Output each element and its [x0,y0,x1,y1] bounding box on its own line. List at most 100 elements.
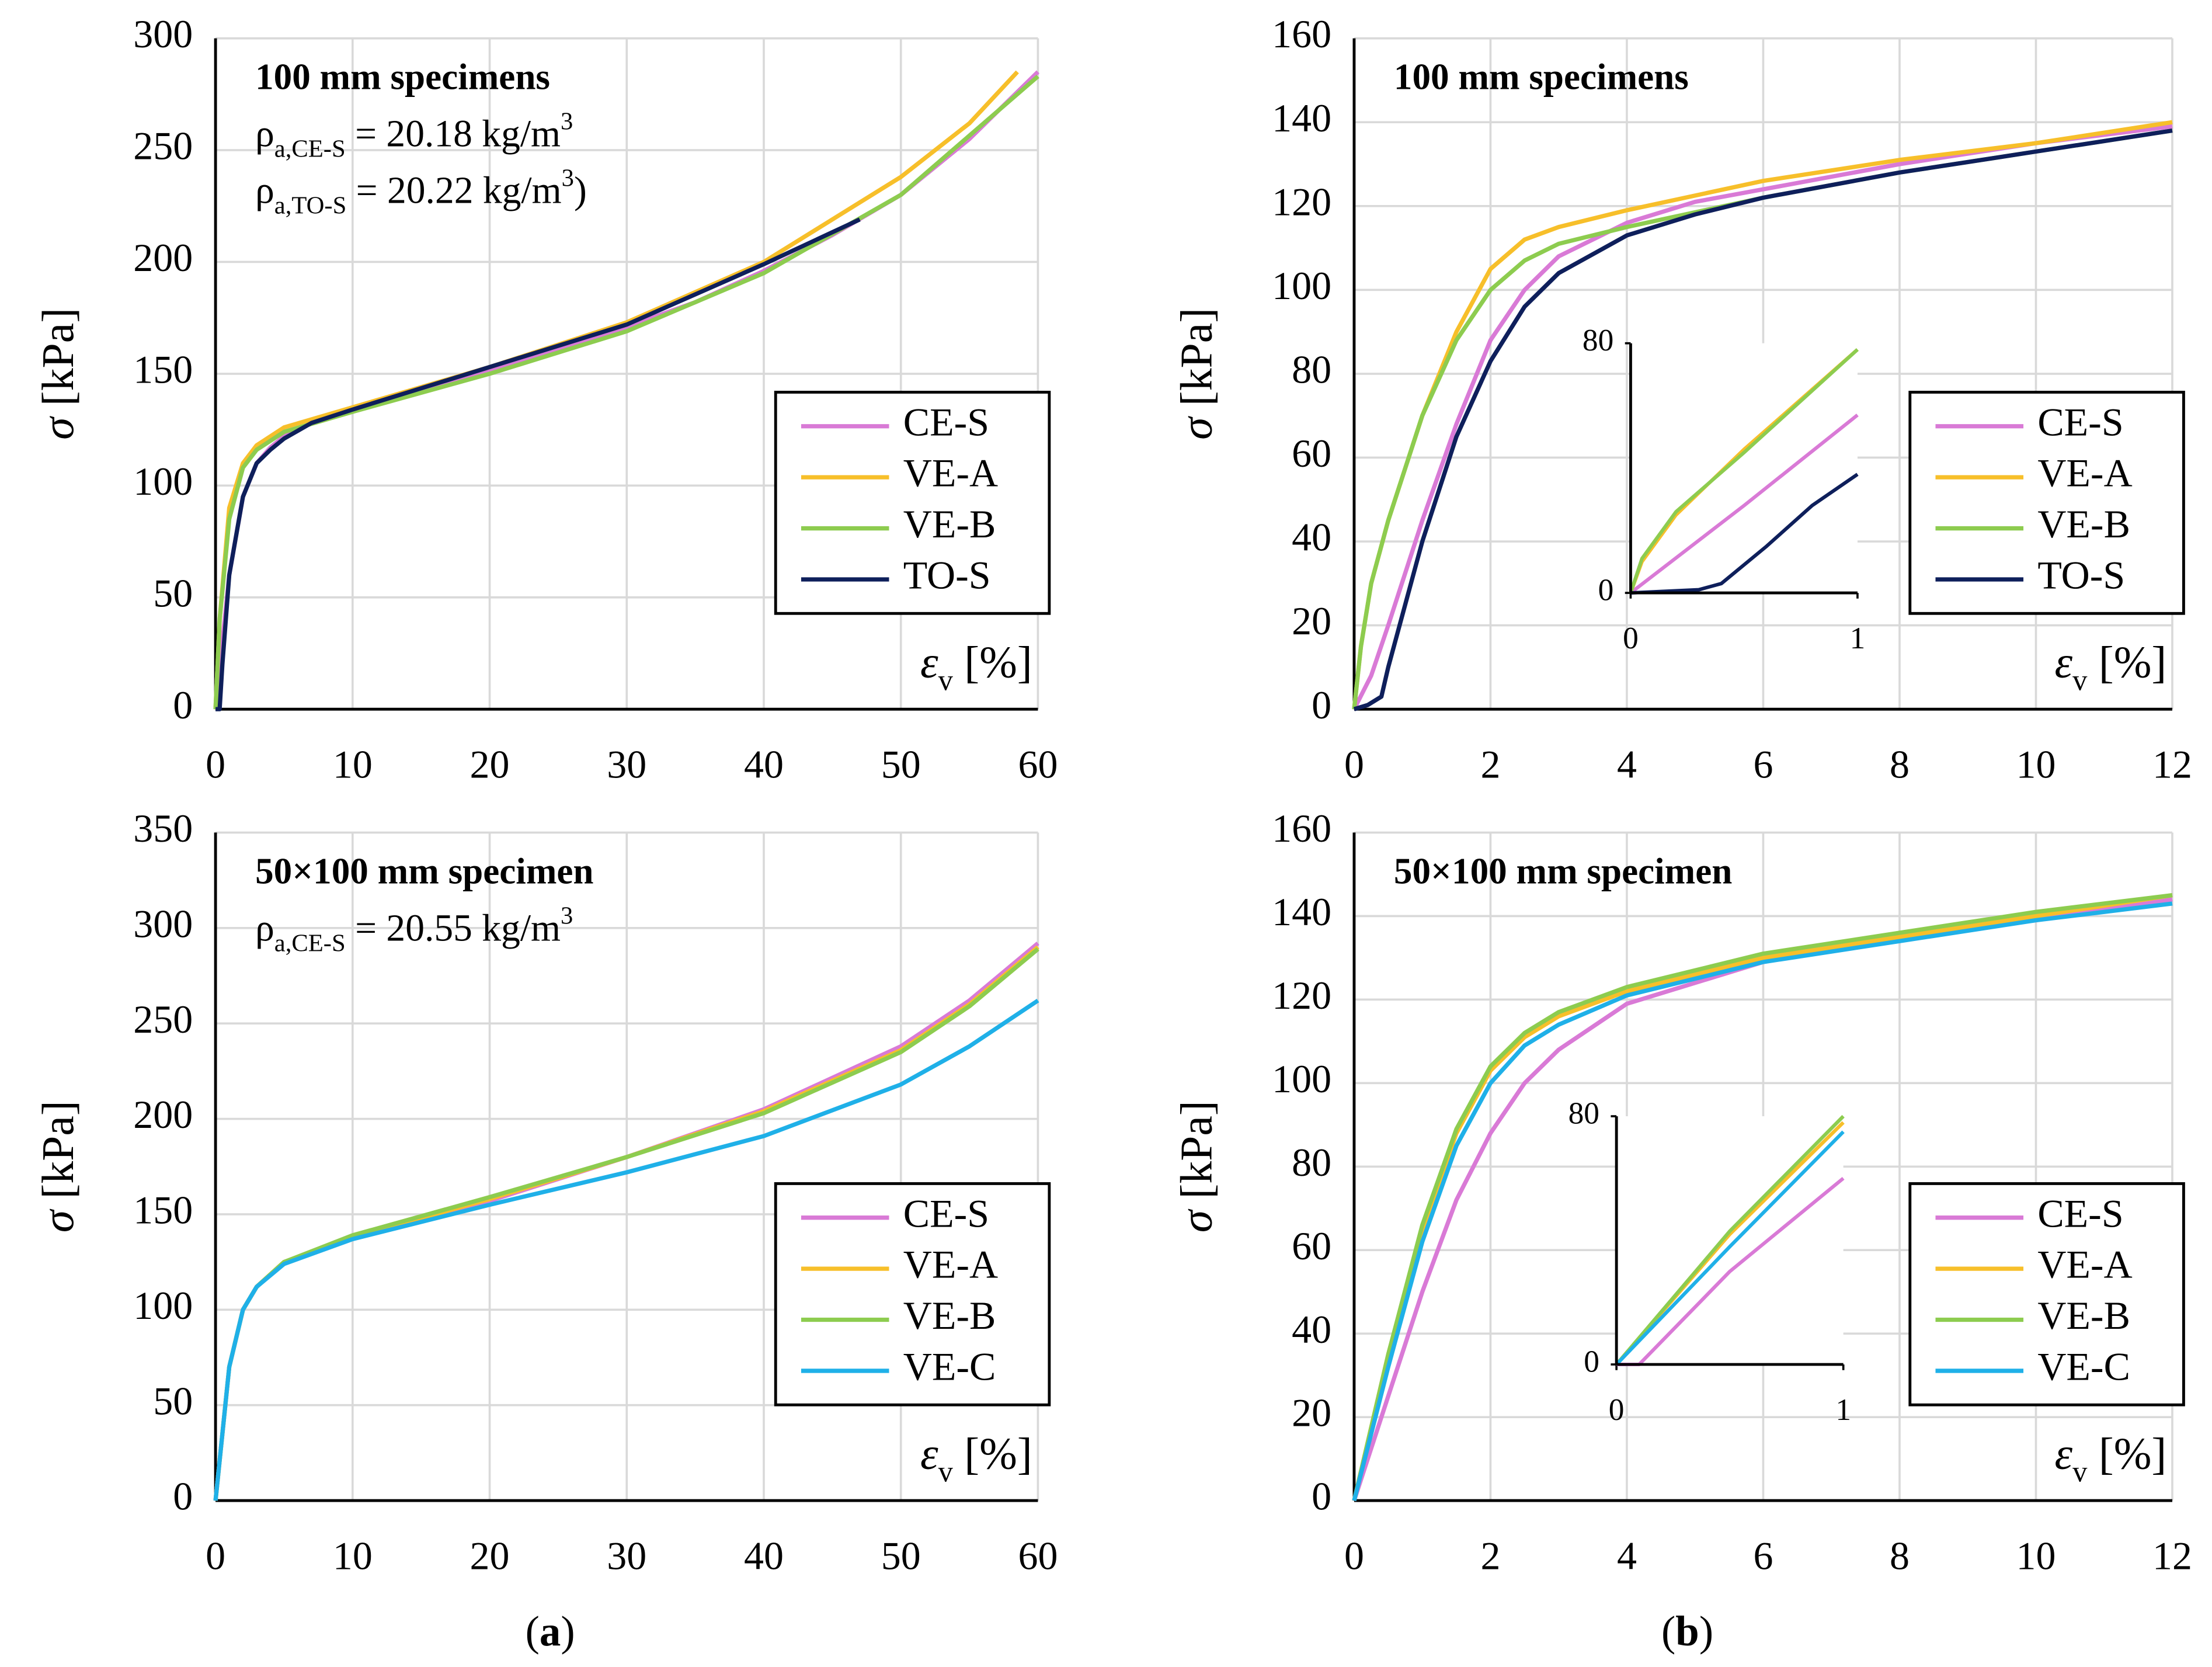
x-tick-label: 40 [744,742,784,787]
x-axis-label: εv [%] [2055,1428,2167,1488]
text-part: = 20.18 kg/m [346,113,561,155]
x-tick-label: 12 [2152,742,2192,787]
x-tick-label: 60 [1018,1534,1058,1578]
y-axis-label: σ [kPa] [1171,308,1222,440]
inset-x-tick-label: 0 [1623,620,1639,655]
text-part: ε [920,1428,938,1478]
y-tick-label: 120 [1272,973,1331,1017]
legend-label: CE-S [2037,1191,2123,1235]
legend-label: VE-B [903,1293,996,1338]
legend-label: VE-A [903,1242,998,1287]
annotation: 50×100 mm specimen [1394,851,1732,892]
x-tick-label: 30 [607,1534,646,1578]
text-part: v [2072,664,2088,696]
text-part: a,TO-S [274,192,346,220]
legend-label: VE-A [2037,451,2132,495]
x-tick-label: 2 [1480,1534,1500,1578]
y-tick-label: 100 [133,459,193,503]
x-tick-label: 50 [881,1534,921,1578]
y-tick-label: 250 [133,997,193,1041]
y-tick-label: 20 [1292,599,1331,643]
text-part: ) [561,1607,575,1655]
x-tick-label: 6 [1753,742,1773,787]
x-tick-label: 10 [333,742,373,787]
text-part: ε [2055,637,2073,687]
y-tick-label: 200 [133,235,193,280]
line [215,217,861,711]
legend-box [1908,391,2185,615]
text-part: 3 [561,902,573,930]
line [1615,1114,1845,1366]
inset-x-tick-label: 1 [1835,1392,1851,1427]
x-tick-label: 12 [2152,1534,2192,1578]
legend-label: CE-S [903,400,989,444]
line [213,998,1039,1501]
legend-label: TO-S [903,553,991,598]
y-tick-label: 40 [1292,1307,1331,1352]
y-tick-label: 120 [1272,179,1331,224]
legend-label: VE-B [2037,1293,2130,1338]
line [1629,414,1859,595]
line [1352,893,2173,1501]
line [1352,124,2173,710]
x-tick-label: 10 [2016,742,2056,787]
y-tick-label: 300 [133,901,193,946]
annotation: ρa,CE-S = 20.18 kg/m3 [255,108,573,163]
inset-y-tick-label: 0 [1598,572,1614,607]
x-axis-label: εv [%] [2055,637,2167,696]
text-part: b [1675,1607,1699,1655]
text-part: v [938,1455,954,1488]
text-part: σ [33,416,83,440]
x-tick-label: 20 [470,1534,510,1578]
text-part: a [540,1607,561,1655]
caption: (a) [526,1607,575,1655]
x-tick-label: 8 [1890,1534,1910,1578]
text-part: [%] [2087,637,2166,687]
x-tick-label: 0 [206,1534,225,1578]
text-part: 100 mm specimens [1394,57,1689,98]
text-part: [kPa] [33,308,83,418]
legend-label: VE-B [903,502,996,546]
y-tick-label: 60 [1292,431,1331,475]
y-tick-label: 50 [153,571,193,615]
y-tick-label: 300 [133,12,193,56]
text-part: [kPa] [1171,308,1222,418]
x-tick-label: 50 [881,742,921,787]
text-part: [%] [953,1428,1032,1478]
line [1629,348,1859,594]
annotation: ρa,CE-S = 20.55 kg/m3 [255,902,573,957]
text-part: [kPa] [1171,1100,1222,1210]
legend-label: VE-C [903,1345,996,1389]
line [1630,473,1859,595]
x-tick-label: 0 [1344,742,1364,787]
x-tick-label: 2 [1480,742,1500,787]
y-tick-label: 100 [133,1283,193,1328]
line [1352,901,2173,1502]
y-tick-label: 350 [133,806,193,850]
y-tick-label: 40 [1292,515,1331,560]
text-part: σ [1171,1208,1222,1232]
text-part: v [2072,1455,2088,1488]
legend-label: CE-S [2037,400,2123,444]
x-tick-label: 0 [1344,1534,1364,1578]
text-part: ( [526,1607,540,1655]
x-axis-label: εv [%] [920,637,1032,696]
text-part: ( [1661,1607,1675,1655]
x-tick-label: 30 [607,742,646,787]
line [1615,1130,1845,1366]
line [1353,128,2173,711]
text-part: v [938,664,954,696]
text-part: 100 mm specimens [255,57,550,98]
y-tick-label: 100 [1272,263,1331,308]
x-tick-label: 6 [1753,1534,1773,1578]
legend-box [774,1182,1051,1406]
x-axis-label: εv [%] [920,1428,1032,1488]
y-tick-label: 0 [1312,683,1331,727]
x-tick-label: 8 [1890,742,1910,787]
text-part: ρ [255,113,274,155]
text-part: σ [33,1208,83,1232]
text-part: ε [920,637,938,687]
text-part: ) [574,170,587,212]
